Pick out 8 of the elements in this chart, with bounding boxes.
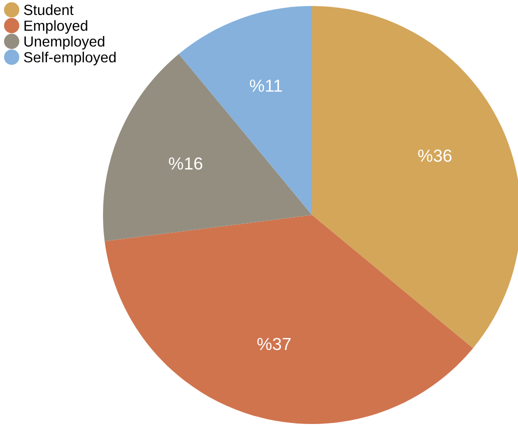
data-label: %16 xyxy=(168,157,202,170)
legend-label: Self-employed xyxy=(24,52,116,66)
legend-label: Unemployed xyxy=(24,36,104,50)
legend-label: Student xyxy=(24,4,74,16)
data-label: %37 xyxy=(257,338,291,350)
data-label: %36 xyxy=(418,150,452,162)
data-label: %11 xyxy=(250,80,282,92)
legend-label: Employed xyxy=(24,20,88,34)
